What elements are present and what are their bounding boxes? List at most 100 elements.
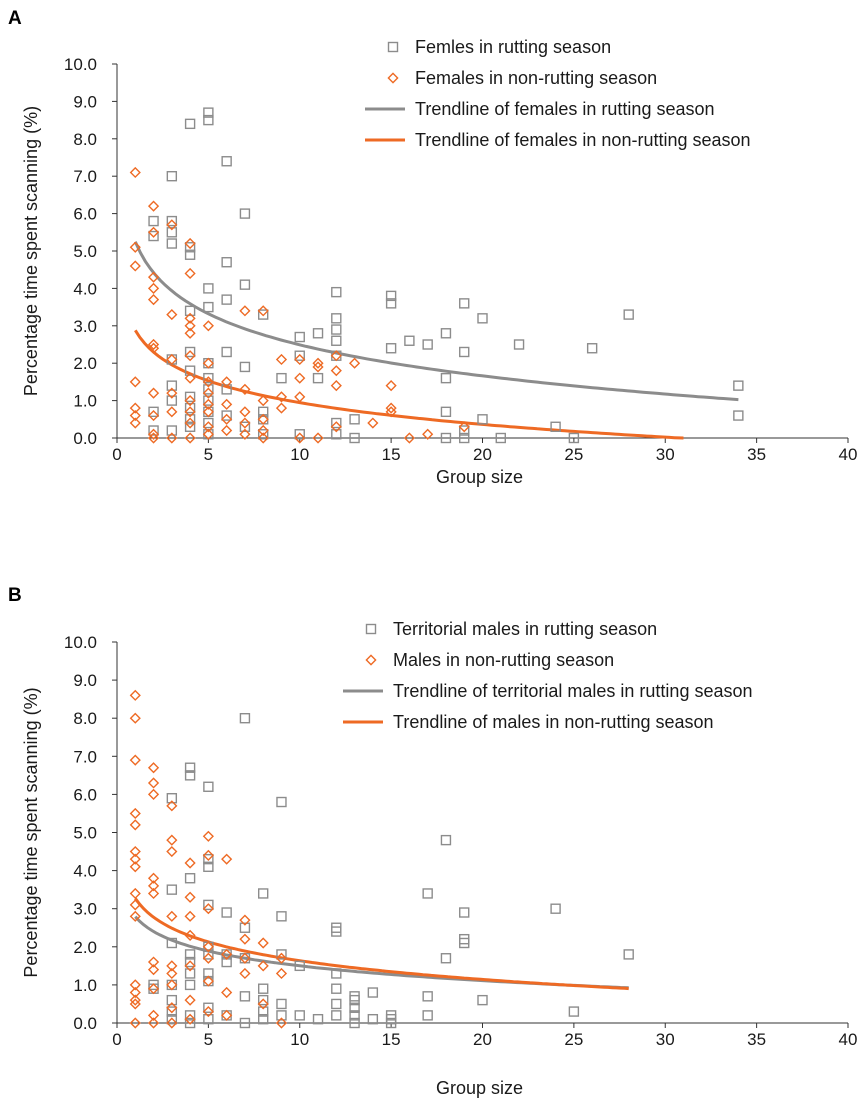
data-point-diamond xyxy=(202,376,214,388)
data-point-square xyxy=(221,346,232,358)
data-point-square xyxy=(184,118,196,130)
y-tick-label: 8.0 xyxy=(73,130,97,149)
data-point-square xyxy=(294,960,305,972)
data-point-square xyxy=(349,414,360,425)
data-point-diamond xyxy=(257,413,269,425)
data-point-square xyxy=(166,937,178,949)
data-point-diamond xyxy=(129,979,141,991)
data-point-diamond xyxy=(129,807,141,820)
data-point-square xyxy=(422,991,433,1002)
y-tick-label: 4.0 xyxy=(73,862,97,881)
data-point-square xyxy=(258,429,269,440)
data-point-diamond xyxy=(166,1017,178,1029)
data-point-diamond xyxy=(294,353,306,366)
data-point-diamond xyxy=(385,402,397,414)
data-point-diamond xyxy=(257,395,269,407)
data-point-square xyxy=(239,713,251,724)
data-point-diamond xyxy=(166,1002,178,1014)
data-point-diamond xyxy=(202,849,214,861)
data-point-diamond xyxy=(147,226,160,238)
data-point-square xyxy=(294,429,305,440)
data-point-square xyxy=(440,328,452,339)
data-point-diamond xyxy=(221,413,233,425)
chart-panel-b: B 0.0 1.0 2.0 3.0 4.0 5.0 6.0 7.0 8.0 9.0 10.0 0 5 10 1… xyxy=(8,585,857,1098)
legend: Territorial males in rutting season Males… xyxy=(343,619,753,732)
y-tick-label: 1.0 xyxy=(73,976,97,995)
data-point-square xyxy=(239,922,251,933)
data-point-square xyxy=(221,257,232,268)
x-tick-label: 10 xyxy=(290,445,309,464)
data-point-diamond xyxy=(166,800,178,812)
y-tick-label: 7.0 xyxy=(73,167,97,186)
data-point-diamond xyxy=(385,380,397,392)
data-point-diamond xyxy=(239,967,251,980)
data-point-square xyxy=(184,391,196,403)
y-tick-label: 5.0 xyxy=(73,242,97,261)
data-point-square xyxy=(440,406,452,418)
data-point-diamond xyxy=(129,402,141,414)
data-point-diamond xyxy=(257,424,269,437)
data-point-square xyxy=(221,1010,232,1021)
data-point-square xyxy=(203,283,214,294)
x-tick-label: 0 xyxy=(112,445,121,464)
data-point-square xyxy=(203,949,214,960)
data-point-diamond xyxy=(221,986,233,999)
data-point-square xyxy=(422,1010,433,1021)
y-tick-label: 10.0 xyxy=(64,633,97,652)
data-point-square xyxy=(440,372,452,384)
data-point-square xyxy=(459,346,470,358)
data-point-diamond xyxy=(257,998,269,1010)
data-point-square xyxy=(422,339,433,350)
data-point-square xyxy=(495,432,506,444)
data-point-square xyxy=(367,1013,379,1025)
data-point-diamond xyxy=(147,788,160,800)
data-point-diamond xyxy=(147,294,160,306)
data-point-square xyxy=(184,979,196,991)
data-point-diamond xyxy=(275,1017,288,1029)
data-point-diamond xyxy=(202,406,214,418)
data-point-square xyxy=(184,949,196,960)
data-point-square xyxy=(586,343,598,354)
x-tick-label: 5 xyxy=(204,445,213,464)
data-point-square xyxy=(203,968,214,979)
data-point-square xyxy=(331,286,342,298)
data-point-diamond xyxy=(147,880,160,892)
data-point-diamond xyxy=(275,391,288,403)
data-point-square xyxy=(385,343,397,354)
data-point-square xyxy=(404,335,415,346)
data-point-square xyxy=(203,899,214,911)
data-point-square xyxy=(239,991,251,1002)
data-point-square xyxy=(184,1017,196,1029)
data-point-diamond xyxy=(275,952,288,964)
data-point-square xyxy=(203,781,214,792)
data-point-diamond xyxy=(129,910,141,922)
data-point-square xyxy=(184,770,196,781)
data-point-square xyxy=(258,1013,269,1025)
legend-entry: Territorial males in rutting season xyxy=(393,619,657,639)
data-point-diamond xyxy=(147,282,160,294)
x-tick-label: 40 xyxy=(839,445,858,464)
data-point-diamond xyxy=(312,357,324,369)
data-point-square xyxy=(239,208,251,219)
x-axis-title: Group size xyxy=(436,467,523,487)
data-point-square xyxy=(276,911,287,922)
data-point-square xyxy=(148,230,159,242)
data-point-diamond xyxy=(184,994,196,1006)
y-tick-label: 3.0 xyxy=(73,900,97,919)
data-point-square xyxy=(349,1010,360,1021)
data-point-square xyxy=(258,1006,269,1017)
data-point-square xyxy=(203,358,214,369)
data-point-square xyxy=(331,417,342,429)
data-point-diamond xyxy=(184,432,196,444)
data-point-diamond xyxy=(202,428,214,440)
legend-entry: Trendline of males in non-rutting season xyxy=(393,712,714,732)
data-point-square xyxy=(166,979,178,991)
data-point-diamond xyxy=(202,975,214,987)
data-point-diamond xyxy=(147,338,160,351)
data-point-diamond xyxy=(166,845,178,858)
data-point-square xyxy=(166,1006,178,1017)
data-point-square xyxy=(203,107,214,118)
data-point-square xyxy=(331,429,342,440)
data-point-square xyxy=(331,968,342,979)
legend-square-icon xyxy=(387,41,399,53)
